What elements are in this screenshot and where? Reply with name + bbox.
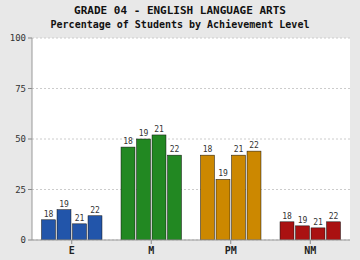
x-axis <box>32 240 350 241</box>
bar <box>168 155 182 240</box>
bar <box>327 222 341 240</box>
bar-label: 18 <box>44 210 54 219</box>
background <box>0 0 360 260</box>
bar-label: 19 <box>139 129 149 138</box>
tick-mark <box>28 139 32 140</box>
bar <box>216 179 230 240</box>
bar <box>42 220 56 240</box>
bar-label: 18 <box>282 212 292 221</box>
bar <box>201 155 215 240</box>
bar <box>247 151 261 240</box>
bar-label: 18 <box>123 137 133 146</box>
bar <box>137 139 151 240</box>
bar-label: 21 <box>234 145 244 154</box>
bar <box>88 216 102 240</box>
tick-mark <box>28 38 32 39</box>
bar <box>57 210 71 240</box>
tick-mark <box>28 189 32 190</box>
category-label: PM <box>225 245 237 256</box>
bars <box>42 135 341 240</box>
tick-mark <box>71 240 72 244</box>
tick-mark <box>310 240 311 244</box>
bar-label: 21 <box>154 125 164 134</box>
grid-line <box>32 88 350 89</box>
title: GRADE 04 - ENGLISH LANGUAGE ARTS <box>74 4 286 17</box>
grid-line <box>32 38 350 39</box>
tick-label: 25 <box>15 185 26 195</box>
bar-label: 21 <box>75 214 85 223</box>
grid-line <box>32 240 350 241</box>
bar-label: 21 <box>313 218 323 227</box>
chart: GRADE 04 - ENGLISH LANGUAGE ARTS Percenta… <box>0 0 360 260</box>
bar <box>280 222 294 240</box>
category-label: M <box>148 245 154 256</box>
tick-mark <box>28 88 32 89</box>
bar <box>73 224 87 240</box>
bar <box>311 228 325 240</box>
bar-label: 19 <box>298 216 308 225</box>
bar-label: 22 <box>170 145 180 154</box>
bar <box>296 226 310 240</box>
category-label: E <box>69 245 75 256</box>
tick-label: 100 <box>10 33 26 43</box>
tick-mark <box>28 240 32 241</box>
grid-line <box>32 189 350 190</box>
subtitle: Percentage of Students by Achievement Le… <box>51 19 310 30</box>
bar-label: 19 <box>218 169 228 178</box>
grid-line <box>32 139 350 140</box>
tick-label: 75 <box>15 84 26 94</box>
tick-mark <box>230 240 231 244</box>
tick-label: 0 <box>21 235 26 245</box>
category-label: NM <box>304 245 316 256</box>
bar <box>152 135 166 240</box>
tick-mark <box>151 240 152 244</box>
y-axis <box>32 38 33 240</box>
plot-area <box>32 38 350 240</box>
bar <box>121 147 135 240</box>
tick-label: 50 <box>15 134 26 144</box>
bar-label: 22 <box>90 206 100 215</box>
bar-label: 22 <box>329 212 339 221</box>
bar-label: 19 <box>59 200 69 209</box>
bar-label: 18 <box>203 145 213 154</box>
bar-label: 22 <box>249 141 259 150</box>
bar <box>232 155 246 240</box>
